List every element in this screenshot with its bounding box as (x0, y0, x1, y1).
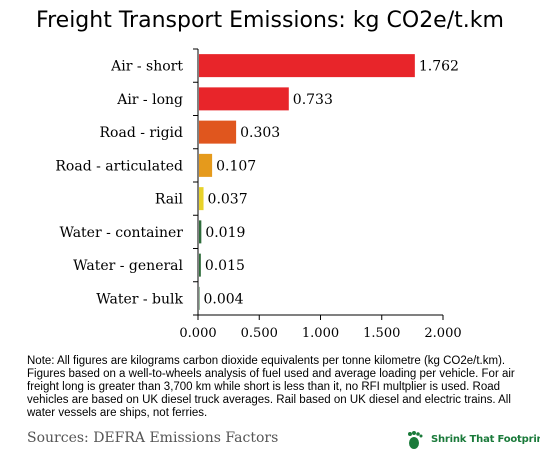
category-label: Air - long (116, 92, 183, 108)
data-label: 0.015 (205, 258, 245, 274)
bar-chart: 0.000 0.500 1.000 1.500 2.000 Air - short 1.76… (55, 48, 462, 341)
category-label: Water - container (60, 225, 184, 241)
chart-title: Freight Transport Emissions: kg CO2e/t.k… (36, 8, 504, 33)
x-tick-label: 0.000 (179, 326, 216, 341)
x-tick-label: 1.000 (302, 326, 339, 341)
bar-water-general (199, 253, 201, 277)
bar-rail (199, 187, 204, 211)
bar-water-container (199, 220, 202, 244)
footprint-icon (408, 431, 423, 449)
category-label: Road - articulated (55, 158, 183, 174)
x-tick-label: 0.500 (241, 326, 278, 341)
category-label: Air - short (110, 59, 183, 75)
data-label: 0.037 (208, 192, 248, 208)
data-label: 0.733 (293, 92, 333, 108)
data-label: 0.004 (203, 291, 243, 307)
footnote: Note: All figures are kilograms carbon d… (27, 355, 515, 419)
data-label: 0.107 (216, 158, 256, 174)
category-label: Rail (155, 192, 184, 208)
source-text: Sources: DEFRA Emissions Factors (27, 430, 279, 446)
brand-name: Shrink That Footprint (431, 434, 540, 445)
data-label: 1.762 (419, 59, 459, 75)
x-tick-label: 2.000 (424, 326, 461, 341)
data-label: 0.019 (205, 225, 245, 241)
brand-logo: Shrink That Footprint (405, 430, 540, 450)
x-tick-label: 1.500 (363, 326, 400, 341)
data-label: 0.303 (240, 125, 280, 141)
bar-road-rigid (199, 120, 237, 144)
category-label: Water - bulk (96, 291, 183, 307)
bar-air-short (199, 54, 415, 78)
category-label: Road - rigid (100, 125, 184, 141)
bar-air-long (199, 87, 289, 111)
bar-road-articulated (199, 153, 213, 177)
category-label: Water - general (73, 258, 183, 274)
